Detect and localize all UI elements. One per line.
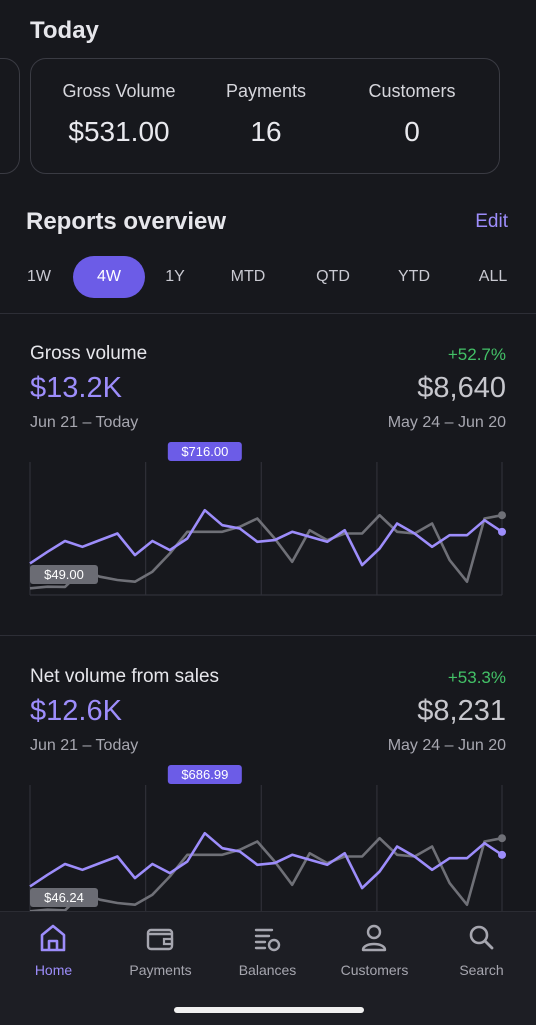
edit-button[interactable]: Edit — [475, 211, 508, 232]
nav-label: Search — [459, 962, 504, 978]
nav-label: Payments — [129, 962, 192, 978]
gross-volume-previous-range: May 24 – Jun 20 — [387, 414, 506, 431]
min-value-text: $49.00 — [44, 567, 84, 582]
balances-icon — [254, 928, 281, 952]
tab-ytd[interactable]: YTD — [398, 268, 430, 285]
nav-balances[interactable]: Balances — [214, 912, 321, 992]
net-volume-value: $12.6K — [30, 695, 122, 727]
home-indicator — [174, 1007, 364, 1013]
min-value-label: $46.24 — [30, 888, 98, 907]
nav-label: Home — [34, 962, 73, 978]
nav-search[interactable]: Search — [428, 912, 535, 992]
net-volume-previous-range: May 24 – Jun 20 — [387, 737, 506, 754]
tab-mtd[interactable]: MTD — [230, 268, 266, 285]
tab-1y[interactable]: 1Y — [165, 268, 185, 285]
gross-volume-metric: Gross Volume $531.00 — [49, 81, 189, 148]
net-volume-chart[interactable]: $686.99 $46.24 — [0, 763, 536, 911]
payments-metric: Payments 16 — [201, 81, 331, 148]
max-value-text: $716.00 — [181, 444, 228, 459]
divider — [0, 635, 536, 636]
metric-value: $531.00 — [68, 116, 170, 147]
search-icon — [469, 925, 494, 950]
gross-volume-value: $13.2K — [30, 372, 122, 404]
previous-period-line — [29, 836, 503, 911]
net-volume-change: +53.3% — [447, 668, 506, 687]
max-value-label: $686.99 — [167, 765, 242, 784]
net-volume-range: Jun 21 – Today — [30, 737, 139, 754]
max-value-label: $716.00 — [167, 442, 242, 461]
end-point — [498, 527, 506, 536]
today-summary-card[interactable]: Gross Volume $531.00 Payments 16 Custome… — [30, 58, 500, 174]
today-title: Today — [30, 17, 99, 44]
gross-volume-range: Jun 21 – Today — [30, 414, 139, 431]
customers-metric: Customers 0 — [349, 81, 475, 148]
end-point — [498, 511, 506, 520]
previous-card-edge[interactable] — [0, 58, 20, 174]
gross-volume-previous-value: $8,640 — [417, 372, 506, 404]
tab-4w[interactable]: 4W — [73, 256, 145, 298]
gross-volume-chart[interactable]: $716.00 $49.00 — [0, 440, 536, 600]
reports-overview-title: Reports overview — [26, 208, 227, 235]
net-volume-previous-value: $8,231 — [417, 695, 506, 727]
tab-qtd[interactable]: QTD — [316, 268, 350, 285]
nav-label: Balances — [238, 962, 297, 978]
period-tabs: 1W 4W 1Y MTD QTD YTD ALL — [0, 256, 536, 298]
min-value-text: $46.24 — [44, 890, 84, 905]
end-point — [498, 834, 506, 843]
gross-volume-title[interactable]: Gross volume — [30, 343, 148, 364]
metric-label: Payments — [225, 81, 307, 101]
nav-label: Customers — [340, 962, 409, 978]
max-value-text: $686.99 — [181, 767, 228, 782]
metric-label: Customers — [368, 81, 456, 101]
previous-period-line — [29, 513, 503, 590]
metric-value: 0 — [404, 116, 420, 147]
metric-label: Gross Volume — [62, 81, 176, 101]
gross-volume-change: +52.7% — [447, 345, 506, 364]
nav-customers[interactable]: Customers — [321, 912, 428, 992]
end-point — [498, 850, 506, 859]
metric-value: 16 — [250, 116, 282, 147]
current-period-line — [29, 508, 503, 567]
tab-1w[interactable]: 1W — [27, 268, 51, 285]
tab-all[interactable]: ALL — [478, 268, 508, 285]
min-value-label: $49.00 — [30, 565, 98, 584]
divider — [0, 313, 536, 314]
nav-home[interactable]: Home — [0, 912, 107, 992]
home-icon — [40, 924, 66, 952]
net-volume-title[interactable]: Net volume from sales — [30, 666, 220, 687]
bottom-navigation: Home Payments Balances Customers Search — [0, 911, 536, 1025]
person-icon — [361, 924, 387, 952]
wallet-icon — [146, 928, 174, 951]
nav-payments[interactable]: Payments — [107, 912, 214, 992]
current-period-line — [29, 831, 503, 890]
